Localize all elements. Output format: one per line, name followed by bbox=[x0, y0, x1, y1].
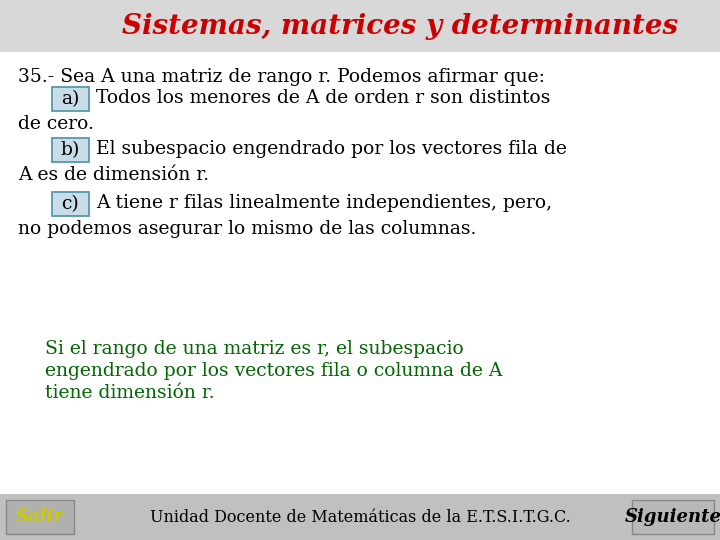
Text: Salir: Salir bbox=[16, 508, 64, 526]
Text: Siguiente: Siguiente bbox=[624, 508, 720, 526]
Text: tiene dimensión r.: tiene dimensión r. bbox=[45, 384, 215, 402]
Text: a): a) bbox=[60, 90, 79, 108]
Text: b): b) bbox=[60, 141, 80, 159]
Text: Si el rango de una matriz es r, el subespacio: Si el rango de una matriz es r, el subes… bbox=[45, 340, 464, 358]
Bar bbox=[52, 138, 89, 162]
Bar bbox=[6, 500, 74, 534]
Text: A es de dimensión r.: A es de dimensión r. bbox=[18, 166, 209, 184]
Text: Unidad Docente de Matemáticas de la E.T.S.I.T.G.C.: Unidad Docente de Matemáticas de la E.T.… bbox=[150, 509, 570, 525]
Text: no podemos asegurar lo mismo de las columnas.: no podemos asegurar lo mismo de las colu… bbox=[18, 220, 477, 238]
Text: 35.- Sea A una matriz de rango r. Podemos afirmar que:: 35.- Sea A una matriz de rango r. Podemo… bbox=[18, 68, 545, 86]
Text: c): c) bbox=[61, 195, 79, 213]
Bar bbox=[0, 0, 720, 52]
Text: Todos los menores de A de orden r son distintos: Todos los menores de A de orden r son di… bbox=[96, 89, 550, 107]
Bar bbox=[632, 500, 714, 534]
Text: Sistemas, matrices y determinantes: Sistemas, matrices y determinantes bbox=[122, 12, 678, 39]
Text: de cero.: de cero. bbox=[18, 115, 94, 133]
Bar bbox=[52, 192, 89, 216]
Text: El subespacio engendrado por los vectores fila de: El subespacio engendrado por los vectore… bbox=[96, 140, 567, 158]
Text: A tiene r filas linealmente independientes, pero,: A tiene r filas linealmente independient… bbox=[96, 194, 552, 212]
Text: engendrado por los vectores fila o columna de A: engendrado por los vectores fila o colum… bbox=[45, 362, 503, 380]
Bar bbox=[0, 494, 720, 540]
Bar bbox=[52, 87, 89, 111]
